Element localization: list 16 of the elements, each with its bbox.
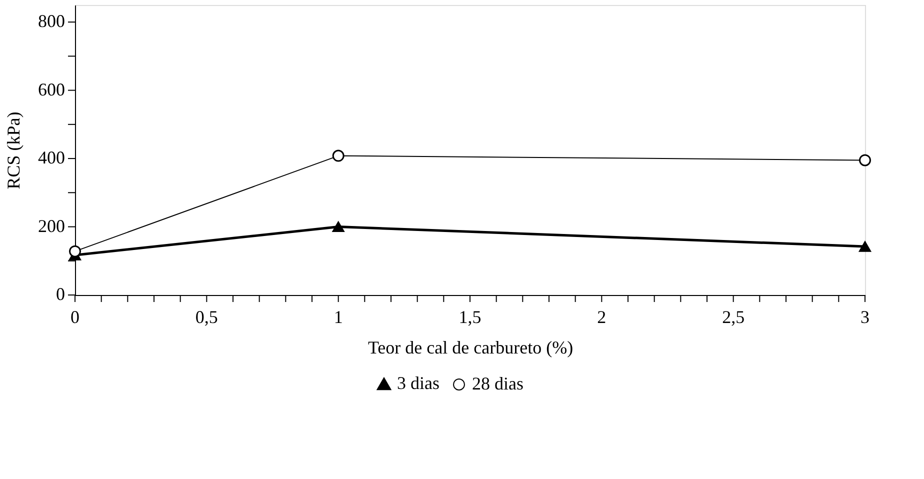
x-axis-title: Teor de cal de carbureto (%) xyxy=(368,338,574,358)
x-tick-label: 1,5 xyxy=(458,307,482,327)
x-tick-label: 2,5 xyxy=(722,307,745,327)
x-tick-label: 0,5 xyxy=(195,307,218,327)
y-tick-label: 600 xyxy=(38,79,65,100)
y-tick-label: 0 xyxy=(56,284,65,304)
x-tick-label: 3 xyxy=(860,307,870,327)
y-tick-label: 200 xyxy=(38,216,65,236)
x-tick-label: 2 xyxy=(597,307,606,327)
legend-label: 3 dias xyxy=(397,373,440,394)
legend-label: 28 dias xyxy=(472,374,524,394)
x-tick-label: 0 xyxy=(70,307,80,327)
y-tick-label: 400 xyxy=(38,148,65,168)
y-tick-label: 800 xyxy=(38,11,65,32)
y-axis-title: RCS (kPa) xyxy=(4,112,24,190)
x-tick-label: 1 xyxy=(334,307,343,327)
